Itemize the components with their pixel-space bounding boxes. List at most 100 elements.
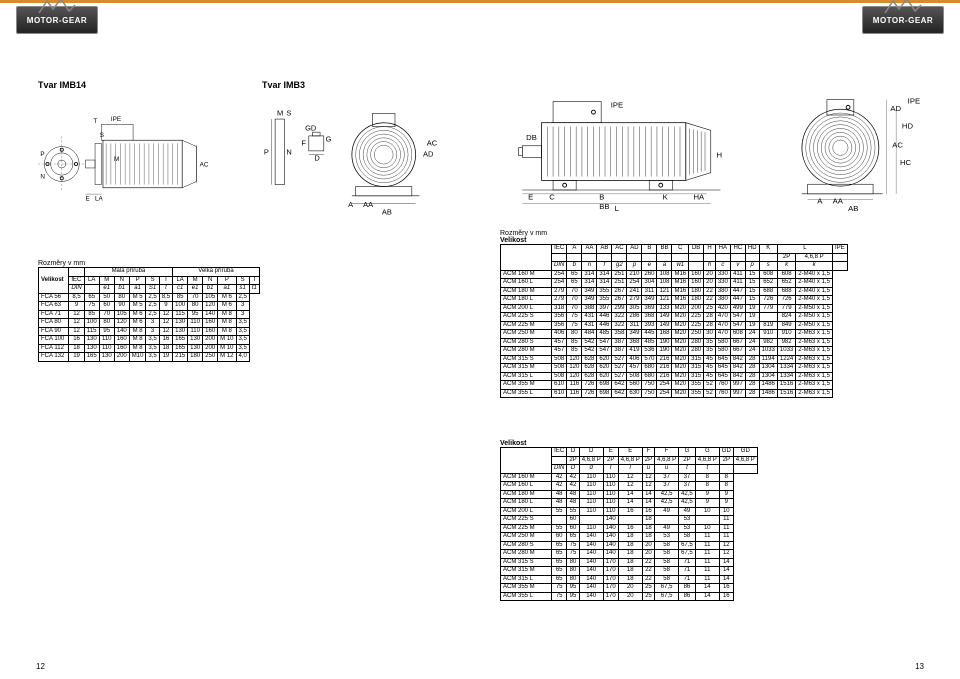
table-cell: 28 bbox=[745, 372, 759, 381]
table-cell: 20 bbox=[618, 592, 642, 601]
table-cell: 22 bbox=[704, 287, 716, 296]
table-cell: FCA 100 bbox=[39, 336, 69, 345]
table-header-cell: BB bbox=[657, 245, 672, 254]
table-cell: 170 bbox=[603, 567, 618, 576]
table-header-cell: b1 bbox=[114, 285, 129, 294]
table-cell: 3,5 bbox=[146, 336, 159, 345]
table-cell: 2,5 bbox=[236, 293, 249, 302]
col-velikost: Velikost bbox=[39, 268, 69, 294]
table-header-cell: 2P bbox=[603, 456, 618, 465]
svg-text:S: S bbox=[286, 108, 291, 117]
table-cell: 116 bbox=[567, 381, 582, 390]
table-cell: 387 bbox=[612, 338, 627, 347]
table-cell: 75 bbox=[552, 592, 567, 601]
table-header-cell: D bbox=[579, 448, 603, 457]
tbl3-colmain: Velikost bbox=[500, 440, 758, 447]
table-cell: 110 bbox=[99, 336, 114, 345]
table-cell: 620 bbox=[597, 355, 612, 364]
table-cell: 24 bbox=[745, 347, 759, 356]
table-cell: 260 bbox=[642, 270, 657, 279]
svg-text:AB: AB bbox=[848, 204, 858, 213]
table-cell: 499 bbox=[730, 304, 745, 313]
table-cell: 115 bbox=[84, 327, 99, 336]
table-cell: 1224 bbox=[777, 355, 795, 364]
table-header-cell: p bbox=[627, 262, 642, 271]
table-cell: 580 bbox=[715, 338, 730, 347]
table-cell: 12 bbox=[719, 550, 733, 559]
table-cell: 110 bbox=[579, 524, 603, 533]
table-header-cell: B bbox=[642, 245, 657, 254]
table-header-cell: DIN bbox=[69, 285, 84, 294]
table-cell: 11 bbox=[719, 533, 733, 542]
table-cell: 130 bbox=[188, 344, 203, 353]
table-cell: 16 bbox=[719, 592, 733, 601]
table-cell: 110 bbox=[603, 482, 618, 491]
dimensions-table-2: IECDDEEFFGGGDGD 2P4,6,8 P2P4,6,8 P2P4,6,… bbox=[500, 447, 758, 601]
table-cell: M 6 bbox=[129, 319, 146, 328]
table-header-cell: g2 bbox=[612, 262, 627, 271]
table-cell: 1033 bbox=[759, 347, 777, 356]
table-cell: ACM 355 L bbox=[501, 592, 552, 601]
table-cell: 982 bbox=[777, 338, 795, 347]
table-header-cell bbox=[552, 456, 567, 465]
table-cell bbox=[759, 313, 777, 322]
table-row: IECLAMNPSTLAMNPST bbox=[39, 276, 260, 285]
table-row: ACM 250 M40680484485358349445168M2025030… bbox=[501, 330, 848, 339]
table-cell: 10 bbox=[695, 507, 719, 516]
table-cell: 71 bbox=[679, 575, 696, 584]
table-header-cell: D bbox=[567, 465, 579, 474]
table-cell: 446 bbox=[597, 313, 612, 322]
table-cell: 16 bbox=[618, 524, 642, 533]
table-cell: ACM 355 M bbox=[501, 381, 552, 390]
table-cell: 3,5 bbox=[236, 327, 249, 336]
table-cell: 241 bbox=[627, 287, 642, 296]
table-cell: 130 bbox=[84, 336, 99, 345]
table-cell: 358 bbox=[612, 330, 627, 339]
table-cell: 130 bbox=[99, 353, 114, 362]
table-cell: 70 bbox=[99, 310, 114, 319]
table-cell: 130 bbox=[173, 327, 188, 336]
table-cell: 254 bbox=[657, 389, 672, 398]
table-cell: 2-M63 x 1,5 bbox=[796, 355, 833, 364]
table-cell: 140 bbox=[603, 541, 618, 550]
table-cell: 160 bbox=[689, 279, 704, 288]
drawing-imb14: Tvar IMB14 P N IPE T bbox=[38, 80, 244, 236]
table-row: DINbnfg2peaw1hcvpskk bbox=[501, 262, 848, 271]
table-cell: 3 bbox=[236, 302, 249, 311]
table-header-cell: a1 bbox=[218, 285, 236, 294]
table-cell: 527 bbox=[612, 372, 627, 381]
table-cell: 105 bbox=[114, 310, 129, 319]
table-cell: 58 bbox=[655, 575, 679, 584]
table-header-cell: L bbox=[777, 245, 832, 254]
table-cell: 165 bbox=[173, 344, 188, 353]
table-cell: 18 bbox=[159, 344, 172, 353]
table-cell: ACM 315 S bbox=[501, 558, 552, 567]
table-cell: 2-M50 x 1,5 bbox=[796, 304, 833, 313]
table-cell: 120 bbox=[567, 372, 582, 381]
table-cell: 95 bbox=[567, 584, 579, 593]
table-cell: 216 bbox=[657, 364, 672, 373]
svg-text:M: M bbox=[114, 156, 119, 163]
table-cell: 24 bbox=[745, 338, 759, 347]
table-cell: 70 bbox=[188, 293, 203, 302]
table-cell: 698 bbox=[597, 381, 612, 390]
table-cell: 314 bbox=[582, 279, 597, 288]
table-cell: 22 bbox=[642, 575, 654, 584]
svg-text:L: L bbox=[615, 204, 620, 213]
table-cell: ACM 280 M bbox=[501, 550, 552, 559]
table-cell: 2-M50 x 1,5 bbox=[796, 321, 833, 330]
table-cell: ACM 280 S bbox=[501, 338, 552, 347]
table-cell: ACM 180 L bbox=[501, 499, 552, 508]
table-cell: 698 bbox=[597, 389, 612, 398]
table-header-cell: P bbox=[218, 276, 236, 285]
svg-text:G: G bbox=[326, 135, 332, 144]
table-cell: M20 bbox=[672, 355, 689, 364]
table-cell: 160 bbox=[203, 319, 218, 328]
table-cell: 37 bbox=[679, 482, 696, 491]
table-cell: 71 bbox=[679, 558, 696, 567]
table-header-cell: T bbox=[159, 276, 172, 285]
table-header-cell: HA bbox=[715, 245, 730, 254]
table-cell: 349 bbox=[582, 287, 597, 296]
table-cell: 16 bbox=[719, 584, 733, 593]
table-cell: 9 bbox=[159, 302, 172, 311]
